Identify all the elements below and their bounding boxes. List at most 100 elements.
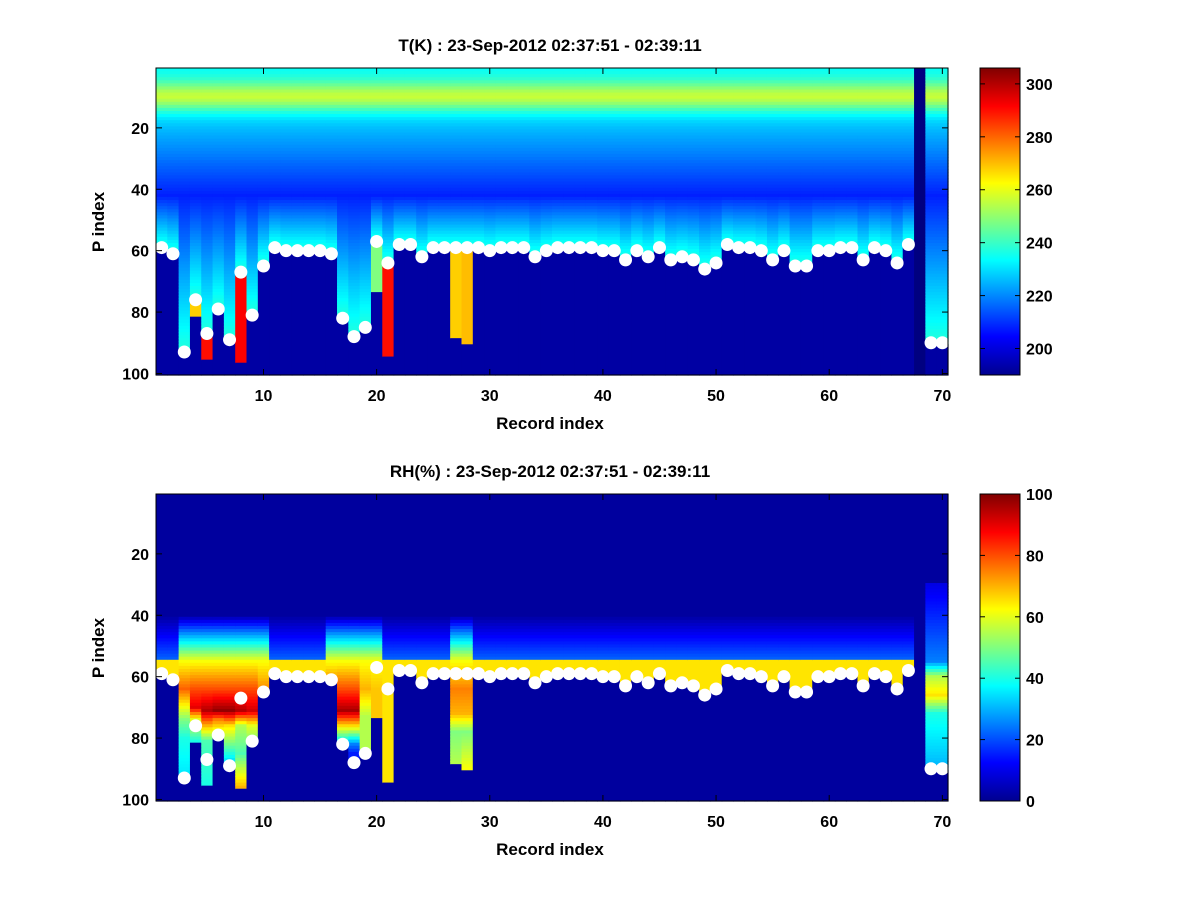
heatmap-cell [710, 200, 723, 204]
heatmap-cell [427, 68, 440, 72]
heatmap-cell [653, 107, 666, 112]
heatmap-cell [495, 190, 508, 195]
heatmap-cell [393, 89, 406, 94]
heatmap-cell [178, 147, 191, 152]
heatmap-cell [846, 98, 859, 103]
heatmap-cell [189, 255, 202, 259]
heatmap-cell [891, 141, 904, 146]
heatmap-cell [653, 227, 666, 232]
heatmap-cell [337, 144, 349, 149]
heatmap-cell [246, 141, 259, 146]
heatmap-cell [925, 89, 938, 94]
heatmap-cell [450, 114, 463, 118]
heatmap-cell [370, 86, 383, 91]
heatmap-cell [246, 110, 259, 115]
heatmap-cell [766, 261, 779, 376]
heatmap-cell [212, 107, 225, 112]
heatmap-cell [755, 239, 768, 244]
heatmap-cell [484, 218, 497, 223]
heatmap-cell [246, 77, 259, 81]
heatmap-cell [235, 638, 248, 642]
heatmap-cell [880, 129, 893, 134]
heatmap-cell [325, 193, 338, 198]
heatmap-cell [461, 203, 474, 207]
heatmap-cell [438, 175, 451, 180]
heatmap-cell [744, 68, 757, 72]
heatmap-cell [665, 114, 678, 118]
heatmap-cell [925, 77, 938, 81]
heatmap-cell [744, 193, 757, 198]
heatmap-cell [585, 132, 598, 137]
heatmap-cell [744, 187, 757, 192]
heatmap-cell [880, 224, 893, 229]
heatmap-cell [303, 98, 315, 103]
heatmap-cell [936, 273, 949, 278]
heatmap-cell [438, 138, 451, 143]
heatmap-cell [665, 196, 678, 201]
heatmap-cell [303, 114, 315, 118]
heatmap-cell [382, 184, 395, 189]
heatmap-cell [800, 68, 813, 72]
heatmap-cell [834, 129, 847, 134]
heatmap-cell [744, 221, 757, 226]
heatmap-cell [518, 71, 530, 75]
heatmap-cell [280, 169, 293, 173]
heatmap-cell [416, 215, 429, 220]
heatmap-cell [518, 101, 530, 106]
heatmap-cell [597, 196, 610, 201]
heatmap-cell [563, 132, 576, 137]
heatmap-cell [212, 157, 225, 161]
heatmap-cell [337, 129, 349, 134]
heatmap-cell [653, 184, 666, 189]
surface-marker [223, 333, 237, 347]
surface-marker [641, 250, 655, 264]
heatmap-cell [631, 209, 644, 213]
heatmap-cell [518, 110, 530, 115]
heatmap-cell [823, 212, 836, 216]
heatmap-cell [212, 285, 225, 290]
heatmap-cell [223, 68, 236, 72]
heatmap-cell [733, 80, 745, 84]
heatmap-cell [778, 224, 791, 229]
heatmap-cell [891, 181, 904, 186]
heatmap-cell [393, 77, 406, 81]
heatmap-cell [427, 169, 440, 173]
heatmap-cell [393, 71, 406, 75]
heatmap-cell [744, 181, 757, 186]
heatmap-cell [563, 230, 576, 235]
heatmap-cell [461, 129, 474, 134]
heatmap-cell [223, 672, 236, 676]
heatmap-cell [540, 80, 553, 84]
heatmap-cell [246, 218, 259, 223]
heatmap-cell [223, 733, 236, 738]
heatmap-cell [348, 252, 361, 256]
heatmap-cell [778, 169, 791, 173]
heatmap-cell [461, 80, 474, 84]
heatmap-cell [178, 307, 191, 312]
heatmap-cell [189, 665, 202, 670]
heatmap-cell [212, 252, 225, 256]
heatmap-cell [868, 184, 881, 189]
heatmap-cell [574, 114, 587, 118]
heatmap-cell [710, 166, 723, 170]
heatmap-cell [291, 200, 304, 204]
heatmap-cell [212, 647, 225, 652]
heatmap-cell [653, 215, 666, 220]
heatmap-cell [314, 129, 327, 134]
heatmap-cell [563, 200, 576, 204]
heatmap-cell [506, 135, 519, 140]
heatmap-cell [834, 132, 847, 137]
heatmap-cell [868, 163, 881, 167]
heatmap-cell [902, 246, 915, 376]
heatmap-cell [495, 169, 508, 173]
heatmap-cell [608, 132, 621, 137]
heatmap-cell [868, 190, 881, 195]
heatmap-cell [337, 166, 349, 170]
heatmap-cell [189, 114, 202, 118]
heatmap-cell [800, 77, 813, 81]
heatmap-cell [303, 157, 315, 161]
heatmap-cell [303, 86, 315, 91]
heatmap-cell [201, 123, 214, 127]
heatmap-cell [699, 120, 711, 124]
heatmap-cell [880, 110, 893, 115]
